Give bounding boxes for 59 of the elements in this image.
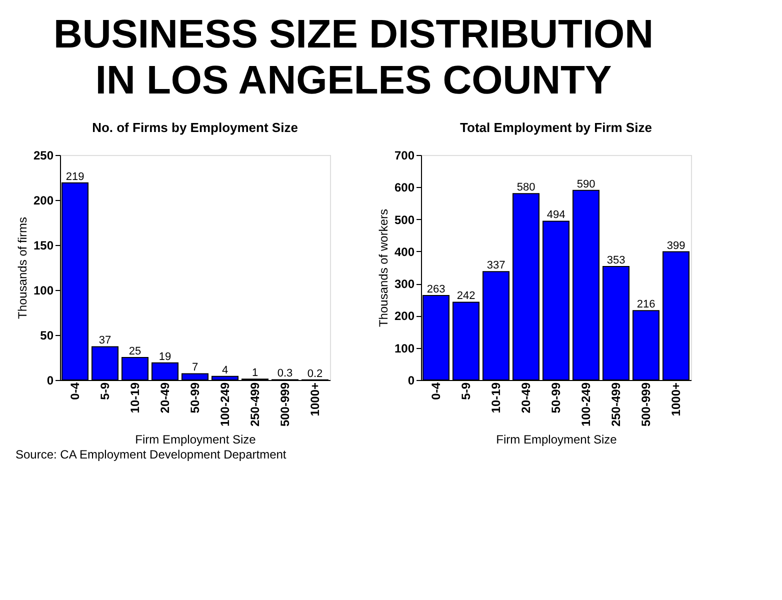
data-label: 494 xyxy=(546,209,566,222)
data-label: 4 xyxy=(222,364,228,376)
x-tick-label: 10-19 xyxy=(489,382,503,414)
y-tick-label: 200 xyxy=(394,309,415,324)
data-label: 590 xyxy=(576,178,596,190)
data-label: 1 xyxy=(252,367,258,380)
x-tick-label: 1000+ xyxy=(669,382,683,416)
data-label: 580 xyxy=(516,182,536,194)
data-label: 353 xyxy=(606,254,626,267)
y-tick-label: 100 xyxy=(394,341,415,356)
y-tick-label: 600 xyxy=(394,180,415,195)
chart-title: No. of Firms by Employment Size xyxy=(92,120,298,135)
y-tick-label: 400 xyxy=(394,244,415,259)
x-tick-label: 5-9 xyxy=(459,382,473,400)
text: BUSINESS SIZE DISTRIBUTION xyxy=(53,12,654,56)
data-label: 263 xyxy=(426,283,446,296)
data-label: 337 xyxy=(486,260,506,272)
y-tick-label: 100 xyxy=(33,284,54,298)
y-tick-label: 500 xyxy=(394,212,415,227)
data-label: 216 xyxy=(636,298,656,311)
x-tick-label: 100-249 xyxy=(218,382,232,427)
y-tick-label: 50 xyxy=(40,328,54,342)
x-axis-title: Firm Employment Size xyxy=(496,432,618,447)
x-tick-label: 20-49 xyxy=(158,382,172,414)
x-tick-label: 250-499 xyxy=(248,382,262,427)
y-tick-label: 150 xyxy=(33,238,54,252)
chart-title: Total Employment by Firm Size xyxy=(460,120,652,135)
y-axis-title: Thousands of workers xyxy=(376,208,390,328)
x-tick-label: 0-4 xyxy=(68,382,82,400)
source-note: Source: CA Employment Development Department xyxy=(15,448,287,462)
y-tick-label: 0 xyxy=(408,374,415,388)
data-label: 242 xyxy=(456,290,476,302)
x-tick-label: 20-49 xyxy=(519,382,533,414)
data-label: 37 xyxy=(98,334,112,347)
x-tick-label: 50-99 xyxy=(188,382,202,414)
data-label: 219 xyxy=(66,170,84,183)
data-label: 0.2 xyxy=(307,368,323,380)
data-label: 19 xyxy=(158,350,172,363)
y-tick-label: 700 xyxy=(394,148,415,162)
x-tick-label: 100-249 xyxy=(579,382,593,427)
x-tick-label: 1000+ xyxy=(308,382,322,416)
y-tick-label: 200 xyxy=(33,194,54,208)
y-tick-label: 300 xyxy=(394,277,415,292)
x-tick-label: 500-999 xyxy=(278,382,292,427)
data-label: 399 xyxy=(666,240,686,252)
x-axis-title: Firm Employment Size xyxy=(135,432,256,447)
x-tick-label: 10-19 xyxy=(128,382,142,414)
x-tick-label: 50-99 xyxy=(549,382,563,414)
y-axis-title: Thousands of firms xyxy=(15,216,30,320)
x-tick-label: 500-999 xyxy=(639,382,653,427)
x-tick-label: 5-9 xyxy=(98,382,112,400)
data-label: 7 xyxy=(192,362,198,374)
y-tick-label: 0 xyxy=(46,374,54,388)
text: IN LOS ANGELES COUNTY xyxy=(95,58,612,102)
x-tick-label: 0-4 xyxy=(429,382,443,400)
data-label: 25 xyxy=(128,346,142,358)
data-label: 0.3 xyxy=(277,368,293,380)
y-tick-label: 250 xyxy=(33,148,54,162)
x-tick-label: 250-499 xyxy=(609,382,623,427)
